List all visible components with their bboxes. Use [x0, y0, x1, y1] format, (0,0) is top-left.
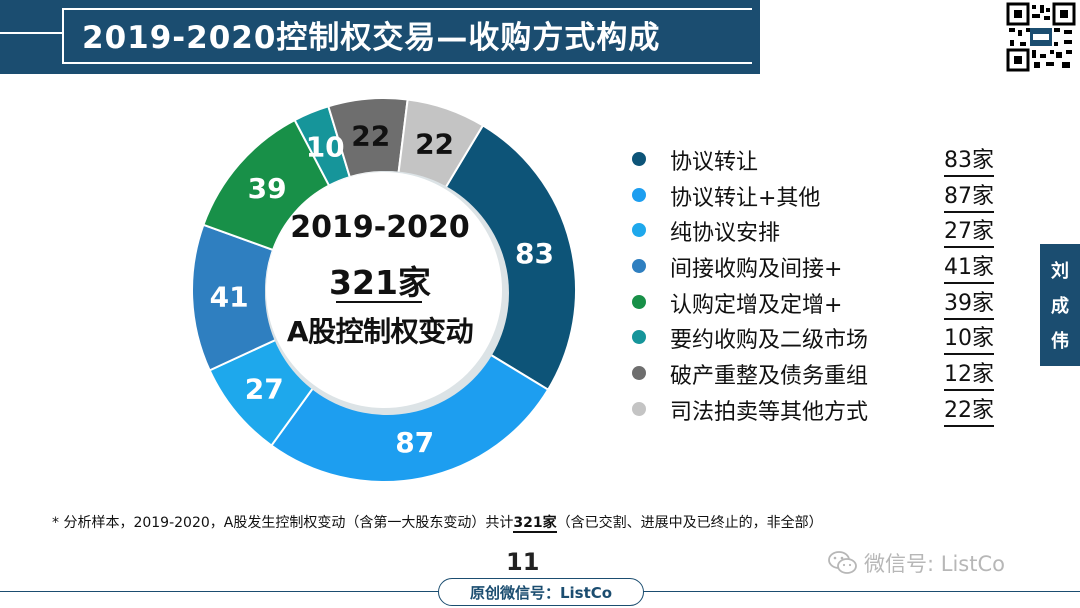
legend-count: 39家	[944, 285, 994, 320]
legend-item: 协议转让 83家	[632, 141, 1002, 177]
legend-count: 83家	[944, 142, 994, 177]
author-side-tab: 刘 成 伟	[1040, 244, 1080, 366]
legend-swatch	[632, 330, 646, 345]
legend-label: 协议转让+其他	[670, 185, 821, 211]
legend-item: 认购定增及定增+ 39家	[632, 284, 1002, 320]
legend-count: 10家	[944, 320, 994, 356]
legend-label: 要约收购及二级市场	[670, 328, 869, 354]
legend-swatch	[632, 366, 646, 381]
legend-item: 要约收购及二级市场 10家	[632, 319, 1002, 356]
legend-count: 22家	[944, 392, 994, 427]
legend-swatch	[632, 259, 646, 274]
legend-label: 纯协议安排	[670, 221, 781, 247]
legend-label: 破产重整及债务重组	[670, 364, 869, 390]
center-underline	[336, 301, 422, 303]
footnote: * 分析样本，2019-2020，A股发生控制权变动（含第一大股东变动）共计32…	[52, 512, 823, 533]
slice-value-label: 10	[306, 131, 345, 164]
legend-swatch	[632, 401, 646, 416]
wechat-icon	[828, 551, 857, 574]
title-bar: 2019-2020控制权交易—收购方式构成	[0, 0, 760, 74]
legend-count: 87家	[944, 178, 994, 213]
legend-item: 纯协议安排 27家	[632, 212, 1002, 249]
center-caption: A股控制权变动	[286, 315, 474, 348]
legend-item: 协议转让+其他 87家	[632, 177, 1002, 213]
slice-value-label: 27	[245, 372, 284, 405]
donut-center	[266, 172, 502, 408]
legend: 协议转让 83家 协议转让+其他 87家 纯协议安排 27家 间接收购及间接+ …	[632, 141, 1002, 427]
page-title: 2019-2020控制权交易—收购方式构成	[82, 20, 661, 56]
title-decor-line	[0, 32, 62, 34]
legend-count: 41家	[944, 249, 994, 285]
center-period: 2019-2020	[290, 210, 470, 245]
slice-value-label: 83	[515, 237, 554, 270]
legend-label: 间接收购及间接+	[670, 257, 843, 283]
legend-label: 司法拍卖等其他方式	[670, 399, 869, 425]
footnote-text-end: （含已交割、进展中及已终止的，非全部）	[556, 515, 823, 531]
slice-value-label: 39	[248, 172, 287, 205]
footnote-total: 321家	[513, 515, 557, 533]
slice-value-label: 87	[395, 426, 434, 459]
slice-value-label: 22	[351, 120, 390, 153]
wechat-watermark: 微信号: ListCo	[828, 548, 1005, 578]
legend-swatch	[632, 294, 646, 309]
slice-value-label: 41	[210, 281, 249, 314]
source-pill: 原创微信号：ListCo	[438, 578, 644, 606]
legend-item: 破产重整及债务重组 12家	[632, 355, 1002, 392]
legend-label: 协议转让	[670, 150, 759, 175]
footnote-text: * 分析样本，2019-2020，A股发生控制权变动（含第一大股东变动）共计	[52, 515, 514, 531]
legend-count: 12家	[944, 356, 994, 392]
title-frame	[62, 8, 752, 64]
legend-swatch	[632, 223, 646, 238]
author-char: 伟	[1051, 331, 1069, 353]
legend-label: 认购定增及定增+	[670, 292, 843, 318]
wechat-id: 微信号: ListCo	[864, 552, 1005, 576]
page-number: 11	[506, 548, 540, 576]
legend-item: 司法拍卖等其他方式 22家	[632, 391, 1002, 427]
slice-value-label: 22	[415, 127, 454, 160]
center-total: 321家	[329, 263, 431, 302]
qr-code-icon	[1006, 2, 1076, 72]
legend-swatch	[632, 187, 646, 202]
author-char: 成	[1051, 295, 1069, 317]
legend-count: 27家	[944, 213, 994, 249]
legend-swatch	[632, 152, 646, 166]
author-char: 刘	[1051, 260, 1069, 282]
legend-item: 间接收购及间接+ 41家	[632, 248, 1002, 285]
